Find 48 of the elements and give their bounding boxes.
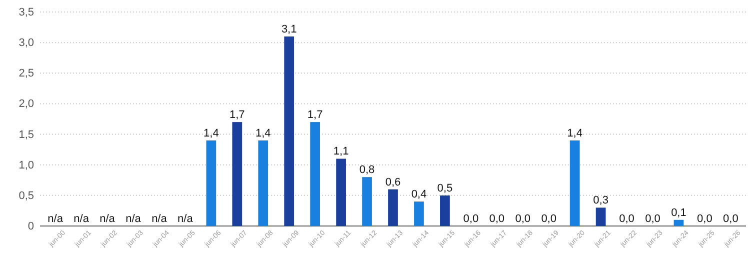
- data-label: 0,0: [645, 213, 660, 225]
- data-label: 0,1: [671, 206, 686, 219]
- data-label: 0,0: [619, 213, 634, 225]
- y-tick-label: 2,0: [18, 98, 34, 110]
- bar: [310, 122, 320, 226]
- bar: [570, 140, 580, 226]
- bar: [362, 177, 372, 226]
- y-tick-label: 0,5: [18, 190, 34, 202]
- bar: [674, 220, 684, 226]
- data-label: 3,1: [281, 23, 297, 36]
- bar: [284, 36, 294, 226]
- text: n/a: [100, 213, 115, 225]
- data-label: 1,7: [230, 109, 245, 122]
- y-tick-label: 3,5: [18, 6, 34, 19]
- data-label: 0,0: [463, 213, 479, 225]
- bar: [206, 140, 216, 226]
- y-tick-label: 2,5: [18, 68, 34, 80]
- data-label: 0,0: [515, 213, 531, 225]
- data-label: 1,4: [255, 127, 271, 140]
- text: n/a: [178, 213, 193, 225]
- y-tick-label: 0: [28, 220, 34, 233]
- y-tick-label: 1,0: [18, 159, 34, 172]
- text: n/a: [74, 213, 89, 225]
- data-label: 0,8: [359, 164, 375, 176]
- text: n/a: [48, 213, 63, 225]
- data-label: 0,0: [723, 213, 738, 225]
- data-label: 0,0: [697, 213, 712, 225]
- bar: [336, 158, 346, 226]
- data-label: 1,7: [307, 109, 323, 122]
- bar: [596, 208, 606, 226]
- text: n/a: [152, 213, 167, 225]
- bar: [258, 140, 268, 226]
- bar: [414, 202, 424, 226]
- y-tick-label: 3,0: [18, 37, 34, 50]
- data-label: 0,3: [593, 194, 608, 207]
- data-label: 0,0: [541, 213, 556, 225]
- data-label: 0,0: [489, 213, 505, 225]
- data-label: 1,4: [567, 127, 582, 140]
- text: n/a: [126, 213, 141, 225]
- y-tick-label: 1,5: [18, 128, 34, 141]
- data-label: 0,5: [437, 182, 453, 194]
- data-label: 0,4: [411, 188, 427, 201]
- data-label: 1,4: [204, 127, 219, 140]
- bar: [232, 122, 242, 226]
- bar: [388, 189, 398, 226]
- data-label: 1,1: [333, 146, 349, 158]
- data-label: 0,6: [385, 176, 401, 188]
- bar: [440, 195, 450, 226]
